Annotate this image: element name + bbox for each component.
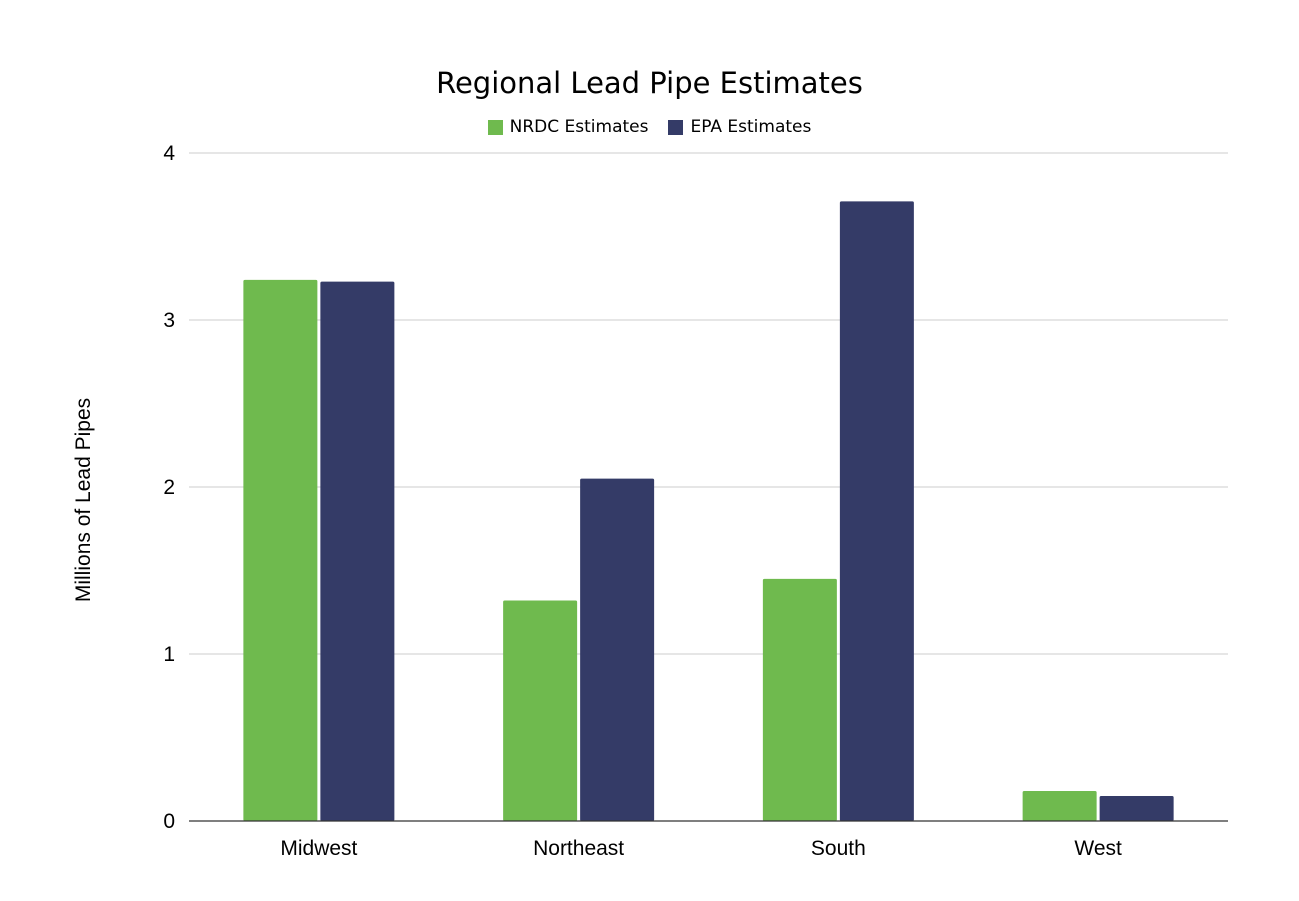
y-tick-label: 4 (163, 142, 175, 165)
x-tick-label: Midwest (280, 837, 357, 860)
x-tick-label: West (1074, 837, 1122, 860)
bar-nrdc (762, 578, 837, 821)
y-tick-label: 3 (163, 309, 175, 332)
bar-epa (320, 281, 395, 822)
bar-nrdc (1022, 790, 1097, 821)
bar-nrdc (503, 600, 578, 821)
bar-nrdc (243, 279, 318, 821)
legend-label-epa: EPA Estimates (690, 117, 812, 137)
legend: NRDC Estimates EPA Estimates (0, 117, 1299, 137)
chart-title: Regional Lead Pipe Estimates (436, 66, 863, 100)
bar-epa (580, 478, 655, 821)
y-tick-label: 0 (163, 810, 175, 833)
legend-swatch-nrdc (487, 119, 503, 135)
x-tick-label: South (811, 837, 866, 860)
x-tick-label: Northeast (533, 837, 624, 860)
legend-item-epa: EPA Estimates (668, 117, 811, 137)
y-tick-label: 1 (163, 643, 175, 666)
y-tick-label: 2 (163, 476, 175, 499)
legend-swatch-epa (668, 119, 684, 135)
bar-epa (839, 201, 914, 821)
bar-epa (1099, 795, 1174, 821)
legend-item-nrdc: NRDC Estimates (487, 117, 649, 137)
legend-label-nrdc: NRDC Estimates (509, 117, 649, 137)
